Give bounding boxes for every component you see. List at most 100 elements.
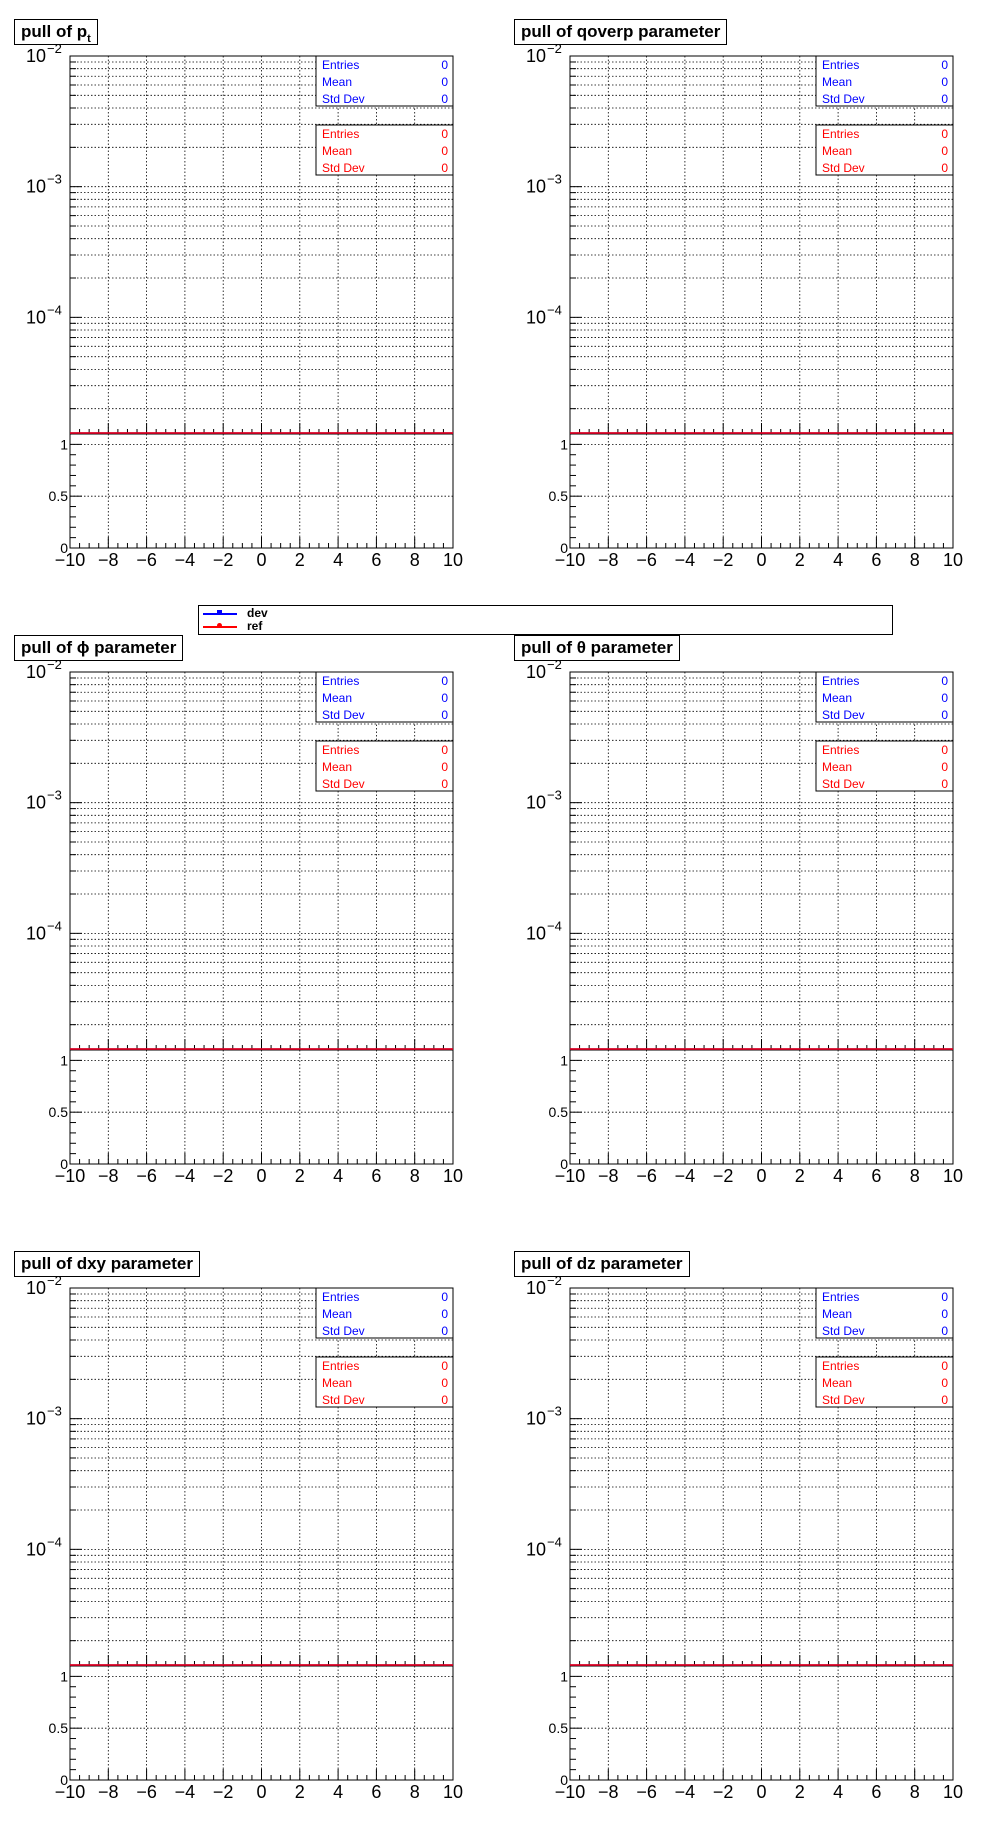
panel-dz-x-tick-label: 2	[795, 1782, 805, 1802]
panel-theta-x-tick-label: 4	[833, 1166, 843, 1186]
panel-theta-y-log-tick-exponent: −4	[547, 918, 562, 933]
panel-pt-x-tick-label: −2	[213, 550, 234, 570]
panel-dz-stats-dev-label: Std Dev	[822, 1324, 865, 1338]
panel-title-dz: pull of dz parameter	[514, 1251, 690, 1277]
panel-pt-y-lin-tick-label: 0	[60, 540, 68, 556]
panel-phi-x-tick-label: 6	[371, 1166, 381, 1186]
panel-title-phi-text: pull of ϕ parameter	[21, 638, 177, 657]
panel-dxy-y-lin-tick-label: 0.5	[49, 1720, 69, 1736]
panel-dz-x-tick-label: −6	[636, 1782, 657, 1802]
panel-qoverp-stats-ref-label: Std Dev	[822, 161, 865, 175]
panel-pt-x-tick-label: 8	[410, 550, 420, 570]
panel-pt-stats-ref-value: 0	[441, 144, 448, 158]
panel-phi-x-tick-label: 0	[256, 1166, 266, 1186]
panel-qoverp-stats-dev-label: Entries	[822, 58, 859, 72]
panel-qoverp-stats-dev-value: 0	[941, 92, 948, 106]
panel-theta-stats-dev-label: Entries	[822, 674, 859, 688]
panel-pt-y-log-tick-exponent: −4	[47, 302, 62, 317]
panel-qoverp-stats-box-ref	[815, 124, 954, 176]
panel-qoverp-y-log-tick-label: 10	[526, 177, 546, 197]
panel-title-dxy: pull of dxy parameter	[14, 1251, 200, 1277]
panel-theta-y-lin-tick-label: 0	[560, 1156, 568, 1172]
panel-dxy-stats-dev-label: Mean	[322, 1307, 352, 1321]
panel-qoverp-x-tick-label: 8	[910, 550, 920, 570]
panel-dz-stats-box-dev	[815, 1287, 954, 1339]
panel-qoverp-stats-ref-label: Mean	[822, 144, 852, 158]
panel-qoverp-y-log-tick-exponent: −4	[547, 302, 562, 317]
panel-theta-x-tick-label: 8	[910, 1166, 920, 1186]
panel-theta-x-tick-label: 6	[871, 1166, 881, 1186]
panel-phi-y-log-tick-label: 10	[26, 793, 46, 813]
panel-qoverp-y-log-tick-label: 10	[526, 307, 546, 327]
panel-qoverp-stats-ref-value: 0	[941, 161, 948, 175]
panel-theta-y-lin-tick-label: 0.5	[549, 1104, 569, 1120]
panel-qoverp-y-lin-tick-label: 0.5	[549, 488, 569, 504]
panel-phi-y-lin-tick-label: 0	[60, 1156, 68, 1172]
panel-title-dxy-text: pull of dxy parameter	[21, 1254, 193, 1273]
panel-dz-y-log-tick-exponent: −4	[547, 1534, 562, 1549]
panel-phi-y-lin-tick-label: 0.5	[49, 1104, 69, 1120]
panel-qoverp-x-tick-label: 10	[943, 550, 963, 570]
panel-phi-stats-dev-label: Mean	[322, 691, 352, 705]
panel-dz-x-tick-label: 8	[910, 1782, 920, 1802]
panel-phi-stats-dev-value: 0	[441, 708, 448, 722]
panel-dz-stats-ref-label: Std Dev	[822, 1393, 865, 1407]
panel-theta-y-log-tick-label: 10	[526, 662, 546, 682]
panel-dz-y-log-tick-label: 10	[526, 1278, 546, 1298]
panel-qoverp-x-tick-label: −2	[713, 550, 734, 570]
panel-dxy-x-tick-label: 0	[256, 1782, 266, 1802]
panel-pt-y-lin-tick-label: 1	[60, 436, 68, 452]
panel-theta-x-tick-label: −10	[555, 1166, 586, 1186]
panel-qoverp-stats-box-dev	[815, 55, 954, 107]
panel-title-theta: pull of θ parameter	[514, 635, 680, 661]
panel-theta-stats-ref-label: Entries	[822, 743, 859, 757]
panel-phi-stats-dev-value: 0	[441, 691, 448, 705]
panel-theta-stats-dev-label: Mean	[822, 691, 852, 705]
panel-title-theta-text: pull of θ parameter	[521, 638, 673, 657]
panel-dz-stats-dev-value: 0	[941, 1290, 948, 1304]
panel-phi-y-log-tick-label: 10	[26, 923, 46, 943]
panel-title-pt: pull of pt	[14, 19, 98, 45]
panel-phi-y-log-tick-exponent: −3	[47, 788, 62, 803]
panel-dxy-x-tick-label: 4	[333, 1782, 343, 1802]
panel-dxy-stats-ref-label: Entries	[322, 1359, 359, 1373]
panel-phi-x-tick-label: 4	[333, 1166, 343, 1186]
panel-phi-stats-ref-label: Mean	[322, 760, 352, 774]
panel-qoverp-stats-ref-value: 0	[941, 127, 948, 141]
panel-dxy-stats-dev-value: 0	[441, 1324, 448, 1338]
panel-phi-x-tick-label: −4	[175, 1166, 196, 1186]
panel-theta-x-tick-label: −4	[675, 1166, 696, 1186]
panel-pt-stats-ref-label: Entries	[322, 127, 359, 141]
panel-pt-x-tick-label: 6	[371, 550, 381, 570]
panel-dz-x-tick-label: −2	[713, 1782, 734, 1802]
panel-pt-stats-dev-value: 0	[441, 75, 448, 89]
panel-pt-y-log-tick-label: 10	[26, 307, 46, 327]
panel-theta-y-log-tick-exponent: −3	[547, 788, 562, 803]
panel-qoverp-y-log-tick-label: 10	[526, 46, 546, 66]
panel-dz-y-log-tick-label: 10	[526, 1539, 546, 1559]
panel-theta-x-tick-label: −6	[636, 1166, 657, 1186]
panel-dz-x-tick-label: 6	[871, 1782, 881, 1802]
panel-dxy-y-lin-tick-label: 0	[60, 1772, 68, 1788]
panel-title-pt-text: pull of p	[21, 22, 88, 41]
panel-dxy-x-tick-label: 6	[371, 1782, 381, 1802]
panel-dxy-x-tick-label: −8	[98, 1782, 119, 1802]
panel-dz-stats-ref-label: Mean	[822, 1376, 852, 1390]
panel-theta-stats-box-dev	[815, 671, 954, 723]
panel-dz-y-lin-tick-label: 0	[560, 1772, 568, 1788]
panel-pt-stats-box-ref	[315, 124, 454, 176]
panel-phi-stats-box-ref	[315, 740, 454, 792]
panel-pt-stats-ref-value: 0	[441, 161, 448, 175]
panel-pt-stats-dev-value: 0	[441, 58, 448, 72]
panel-dz-x-tick-label: −8	[598, 1782, 619, 1802]
panel-theta-x-tick-label: −2	[713, 1166, 734, 1186]
panel-pt-x-tick-label: 0	[256, 550, 266, 570]
panel-theta-stats-dev-value: 0	[941, 674, 948, 688]
panel-phi-stats-dev-value: 0	[441, 674, 448, 688]
panel-theta-x-tick-label: 0	[756, 1166, 766, 1186]
panel-qoverp-stats-dev-value: 0	[941, 75, 948, 89]
